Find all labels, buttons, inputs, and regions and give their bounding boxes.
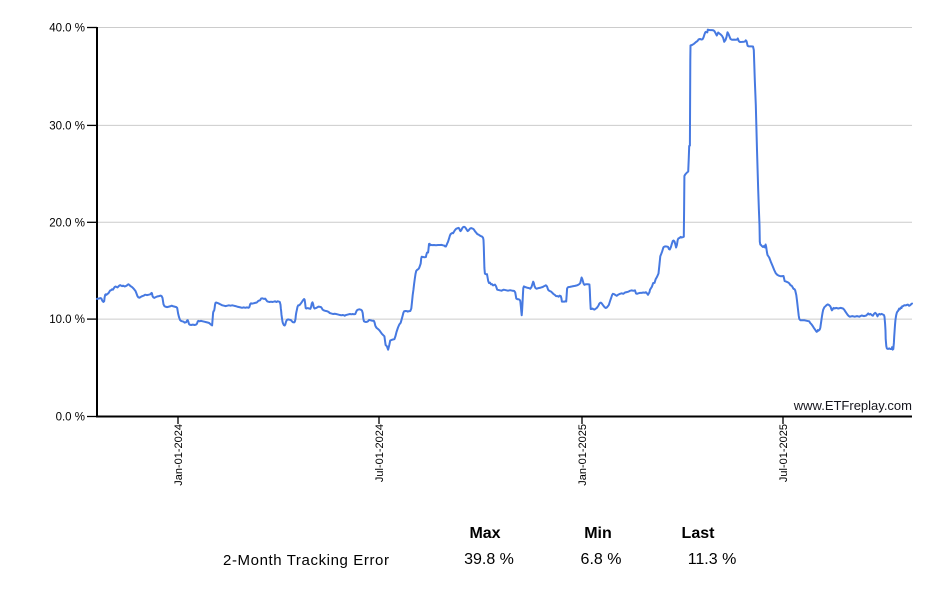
svg-text:20.0 %: 20.0 % — [49, 217, 85, 229]
svg-text:Jul-01-2024: Jul-01-2024 — [374, 424, 386, 482]
svg-text:10.0 %: 10.0 % — [49, 314, 85, 326]
svg-text:www.ETFreplay.com: www.ETFreplay.com — [793, 398, 912, 413]
svg-text:40.0 %: 40.0 % — [49, 23, 85, 35]
svg-text:Jan-01-2024: Jan-01-2024 — [173, 424, 185, 486]
svg-text:30.0 %: 30.0 % — [49, 120, 85, 132]
svg-text:0.0 %: 0.0 % — [56, 412, 85, 424]
svg-text:Jan-01-2025: Jan-01-2025 — [577, 424, 589, 486]
svg-text:Jul-01-2025: Jul-01-2025 — [778, 424, 790, 482]
